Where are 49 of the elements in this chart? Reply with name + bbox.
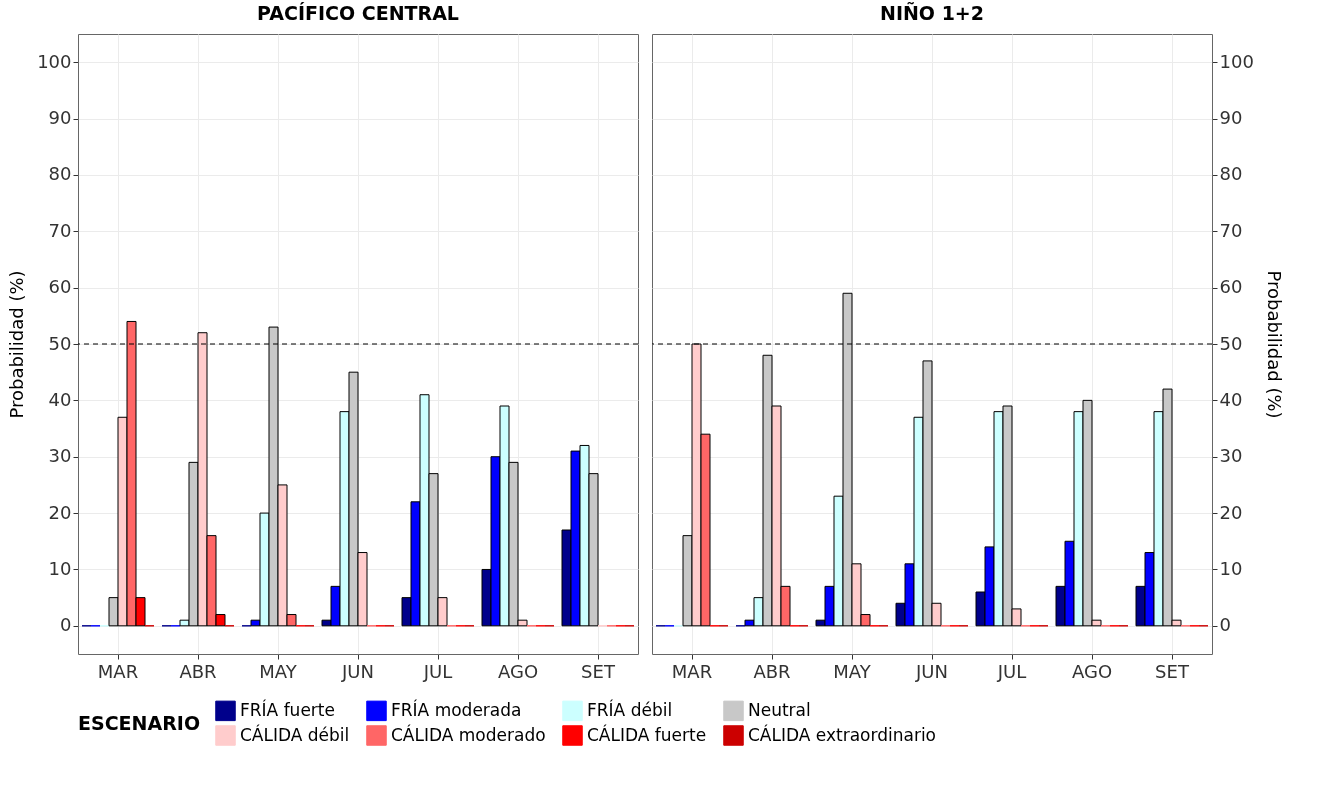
y-tick-label: 0: [1219, 614, 1231, 636]
y-tick-label: 10: [48, 557, 72, 579]
y-tick-label: 80: [1219, 163, 1243, 185]
chart-title: NIÑO 1+2: [880, 1, 984, 24]
legend-label: CÁLIDA extraordinario: [748, 723, 937, 745]
y-tick-label: 30: [48, 445, 72, 467]
legend-title: ESCENARIO: [78, 712, 201, 734]
legend-label: Neutral: [748, 699, 811, 720]
y-axis-title: Probabilidad (%): [6, 270, 28, 419]
x-tick-label: MAR: [671, 660, 713, 682]
y-tick-label: 80: [48, 163, 72, 185]
y-tick-label: 100: [37, 50, 72, 72]
y-tick-label: 0: [60, 614, 72, 636]
y-axis-title: Probabilidad (%): [1263, 270, 1285, 419]
x-tick-label: AGO: [1071, 660, 1113, 682]
x-tick-label: JUL: [422, 660, 453, 682]
y-tick-label: 60: [1219, 276, 1243, 298]
legend-label: CÁLIDA moderado: [391, 723, 546, 745]
y-tick-label: 70: [48, 219, 72, 241]
legend-label: FRÍA fuerte: [240, 698, 335, 720]
x-tick-label: ABR: [753, 660, 791, 682]
x-tick-label: JUN: [915, 660, 948, 682]
legend-label: FRÍA moderada: [391, 698, 522, 720]
y-tick-label: 20: [48, 501, 72, 523]
x-tick-label: MAY: [259, 660, 298, 682]
y-tick-label: 100: [1219, 50, 1254, 72]
y-tick-label: 40: [1219, 388, 1243, 410]
x-tick-label: JUL: [996, 660, 1027, 682]
y-tick-label: 40: [48, 388, 72, 410]
y-tick-label: 50: [48, 332, 72, 354]
x-tick-label: AGO: [497, 660, 539, 682]
y-tick-label: 50: [1219, 332, 1243, 354]
legend-label: CÁLIDA fuerte: [587, 723, 707, 745]
y-tick-label: 30: [1219, 445, 1243, 467]
legend-label: FRÍA débil: [587, 698, 673, 720]
y-tick-label: 90: [1219, 107, 1243, 129]
y-tick-label: 90: [48, 107, 72, 129]
y-tick-label: 70: [1219, 219, 1243, 241]
x-tick-label: ABR: [179, 660, 217, 682]
legend-label: CÁLIDA débil: [240, 723, 350, 745]
x-tick-label: SET: [1155, 660, 1190, 682]
x-tick-label: JUN: [341, 660, 374, 682]
y-tick-label: 60: [48, 276, 72, 298]
x-tick-label: MAR: [97, 660, 139, 682]
y-tick-label: 20: [1219, 501, 1243, 523]
y-tick-label: 10: [1219, 557, 1243, 579]
x-tick-label: SET: [581, 660, 616, 682]
x-tick-label: MAY: [833, 660, 872, 682]
chart-title: PACÍFICO CENTRAL: [257, 2, 459, 24]
